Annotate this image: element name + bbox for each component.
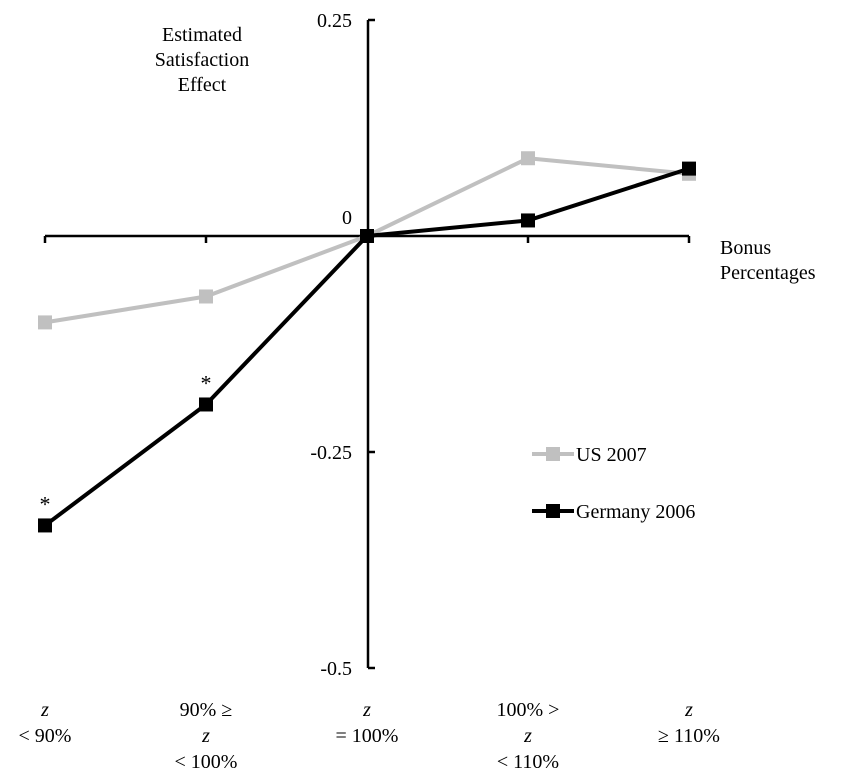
annotations: ** bbox=[40, 370, 212, 516]
y-axis-title-line: Estimated bbox=[162, 24, 242, 46]
y-tick-label: 0.25 bbox=[317, 10, 352, 32]
significance-marker: * bbox=[201, 370, 212, 395]
legend-label: US 2007 bbox=[576, 444, 647, 466]
y-tick-label: 0 bbox=[342, 207, 352, 229]
x-category-label: 90% ≥ bbox=[180, 699, 233, 721]
y-axis-title-line: Satisfaction bbox=[155, 49, 249, 71]
x-axis-title-line: Percentages bbox=[720, 262, 816, 284]
x-category-label: < 100% bbox=[175, 751, 238, 773]
legend: US 2007 Germany 2006 bbox=[532, 444, 695, 523]
y-axis-title-line: Effect bbox=[178, 74, 227, 96]
axes bbox=[43, 20, 691, 668]
y-tick-label: -0.25 bbox=[310, 442, 352, 464]
x-axis-categories: z < 90% 90% ≥ z < 100% z = 100% 100% > z < 110% z ≥… bbox=[19, 699, 720, 773]
data-point bbox=[199, 397, 213, 412]
x-category-label: = 100% bbox=[336, 725, 399, 747]
significance-marker: * bbox=[40, 491, 51, 516]
x-category-label: 100% > bbox=[497, 699, 560, 721]
x-axis-title-line: Bonus bbox=[720, 237, 771, 259]
x-axis-title: Bonus Percentages bbox=[720, 237, 816, 284]
data-point bbox=[682, 161, 696, 176]
x-category-label: < 90% bbox=[19, 725, 72, 747]
x-category-label: z bbox=[684, 699, 693, 721]
x-category-label: < 110% bbox=[497, 751, 559, 773]
legend-swatch-marker bbox=[546, 447, 560, 461]
y-axis-ticks: 0.25 0 -0.25 -0.5 bbox=[310, 10, 375, 680]
data-point bbox=[38, 518, 52, 533]
data-point bbox=[360, 229, 374, 243]
x-category-label: z bbox=[523, 725, 532, 747]
data-point bbox=[521, 213, 535, 228]
data-point bbox=[521, 151, 535, 166]
x-category-label: ≥ 110% bbox=[658, 725, 720, 747]
data-point bbox=[199, 289, 213, 304]
x-category-label: z bbox=[362, 699, 371, 721]
y-axis-title: Estimated Satisfaction Effect bbox=[155, 24, 249, 96]
data-point bbox=[38, 315, 52, 330]
x-category-label: z bbox=[201, 725, 210, 747]
series-layer bbox=[38, 151, 696, 533]
x-category-label: z bbox=[40, 699, 49, 721]
legend-label: Germany 2006 bbox=[576, 501, 695, 523]
y-tick-label: -0.5 bbox=[320, 658, 352, 680]
legend-swatch-marker bbox=[546, 504, 560, 518]
